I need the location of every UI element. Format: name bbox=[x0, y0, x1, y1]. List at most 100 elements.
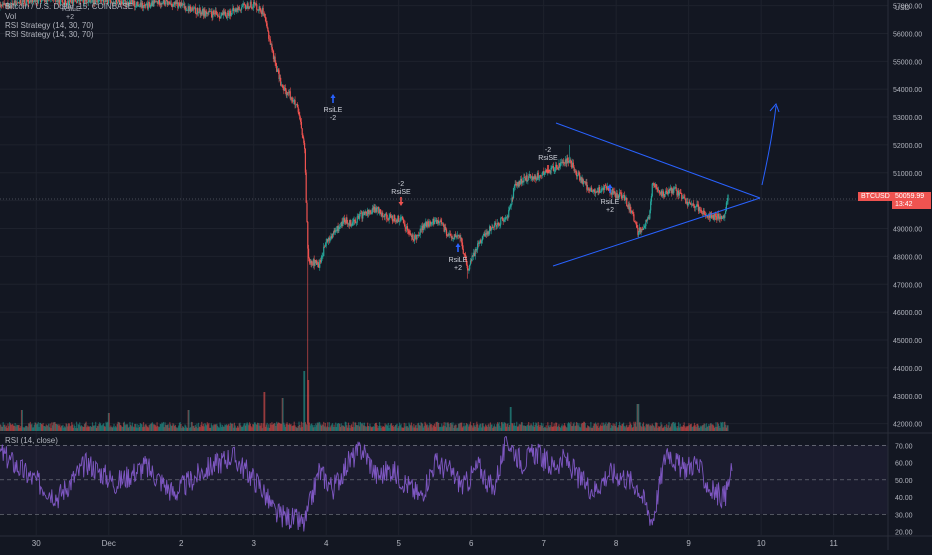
candle-body bbox=[299, 115, 300, 119]
candle-body bbox=[637, 225, 638, 228]
y-tick-label: 54000.00 bbox=[893, 87, 922, 94]
candle-body bbox=[502, 217, 503, 219]
candle-body bbox=[673, 188, 674, 192]
candle-body bbox=[408, 230, 409, 231]
annotation-rsise-1-top: -2 bbox=[398, 181, 404, 188]
candle-body bbox=[653, 183, 654, 186]
annotation-rsile-1-bottom: -2 bbox=[330, 115, 336, 122]
long-entry-arrow-icon bbox=[331, 94, 336, 103]
candle-body bbox=[371, 213, 372, 214]
y-tick-label: 55000.00 bbox=[893, 59, 922, 66]
candle-body bbox=[514, 186, 515, 188]
candle-body bbox=[724, 214, 725, 218]
candle-body bbox=[624, 195, 625, 200]
candle-body bbox=[264, 14, 265, 17]
candle-body bbox=[240, 10, 241, 11]
candle-body bbox=[468, 269, 469, 270]
ticker-price-badge: BTCUSD bbox=[858, 192, 893, 201]
breakout-arrowhead bbox=[770, 104, 779, 112]
candle-body bbox=[461, 238, 462, 243]
candle-body bbox=[325, 246, 326, 247]
candle-body bbox=[588, 188, 589, 189]
candle-body bbox=[225, 12, 226, 17]
candle-body bbox=[187, 10, 188, 11]
candle-body bbox=[98, 0, 99, 1]
strategy-label-1: RSI Strategy (14, 30, 70) bbox=[5, 21, 94, 30]
candle-body bbox=[227, 13, 228, 18]
candle-body bbox=[496, 225, 497, 226]
x-tick-label: 9 bbox=[686, 539, 691, 548]
candle-body bbox=[306, 173, 307, 203]
candle-body bbox=[551, 166, 552, 167]
candle-body bbox=[294, 100, 295, 105]
candle-body bbox=[463, 254, 464, 255]
candle-body bbox=[306, 203, 307, 222]
candle-body bbox=[256, 4, 257, 10]
candle-body bbox=[432, 222, 433, 223]
candle-body bbox=[398, 216, 399, 222]
candle-body bbox=[647, 218, 648, 220]
candle-body bbox=[359, 214, 360, 219]
candle-body bbox=[159, 0, 160, 5]
candle-body bbox=[211, 11, 212, 14]
candle-body bbox=[477, 243, 478, 249]
candle-body bbox=[326, 242, 327, 246]
candle-body bbox=[370, 212, 371, 214]
candle-body bbox=[435, 221, 436, 222]
candle-body bbox=[577, 175, 578, 176]
candle-body bbox=[667, 192, 668, 194]
candle-body bbox=[434, 221, 435, 224]
candle-body bbox=[282, 86, 283, 87]
candle-body bbox=[633, 212, 634, 214]
y-tick-label: 42000.00 bbox=[893, 422, 922, 429]
candle-body bbox=[263, 8, 264, 14]
x-tick-label: 30 bbox=[32, 539, 41, 548]
annotation-rsise-2-bottom: RsiSE bbox=[538, 155, 558, 162]
candle-body bbox=[470, 261, 471, 265]
candle-body bbox=[656, 188, 657, 189]
candle-body bbox=[506, 217, 507, 218]
candle-body bbox=[346, 217, 347, 223]
candle-body bbox=[260, 10, 261, 11]
candle-body bbox=[0, 4, 1, 5]
candle-body bbox=[469, 265, 470, 270]
candle-body bbox=[527, 180, 528, 181]
candle-body bbox=[272, 50, 273, 51]
candle-body bbox=[722, 217, 723, 219]
x-tick-label: 4 bbox=[324, 539, 329, 548]
candle-body bbox=[231, 15, 232, 17]
candle-body bbox=[246, 7, 247, 9]
candle-body bbox=[542, 173, 543, 176]
candle-body bbox=[584, 181, 585, 182]
candle-body bbox=[680, 193, 681, 194]
candle-body bbox=[644, 226, 645, 228]
candle-body bbox=[491, 229, 492, 230]
candle-body bbox=[268, 31, 269, 38]
candle-body bbox=[428, 222, 429, 225]
y-tick-label: 43000.00 bbox=[893, 394, 922, 401]
y-tick-label: 56000.00 bbox=[893, 31, 922, 38]
candle-body bbox=[420, 229, 421, 235]
candle-body bbox=[614, 191, 615, 193]
candle-body bbox=[136, 3, 137, 6]
candle-body bbox=[689, 202, 690, 203]
candle-body bbox=[625, 200, 626, 201]
candle-body bbox=[407, 226, 408, 230]
candle-body bbox=[148, 2, 149, 8]
annotation-rsile-2-bottom: +2 bbox=[454, 265, 462, 272]
rsi-y-tick-label: 70.00 bbox=[895, 443, 913, 450]
volume-bar bbox=[264, 392, 265, 431]
candle-body bbox=[656, 184, 657, 188]
candle-body bbox=[303, 138, 304, 142]
candle-body bbox=[530, 177, 531, 178]
x-tick-label: 6 bbox=[469, 539, 474, 548]
candle-body bbox=[318, 262, 319, 264]
candle-body bbox=[483, 235, 484, 236]
candle-body bbox=[350, 220, 351, 226]
vol-label: Vol bbox=[5, 12, 16, 21]
candle-body bbox=[439, 222, 440, 223]
candle-body bbox=[700, 207, 701, 210]
candle-body bbox=[563, 162, 564, 163]
